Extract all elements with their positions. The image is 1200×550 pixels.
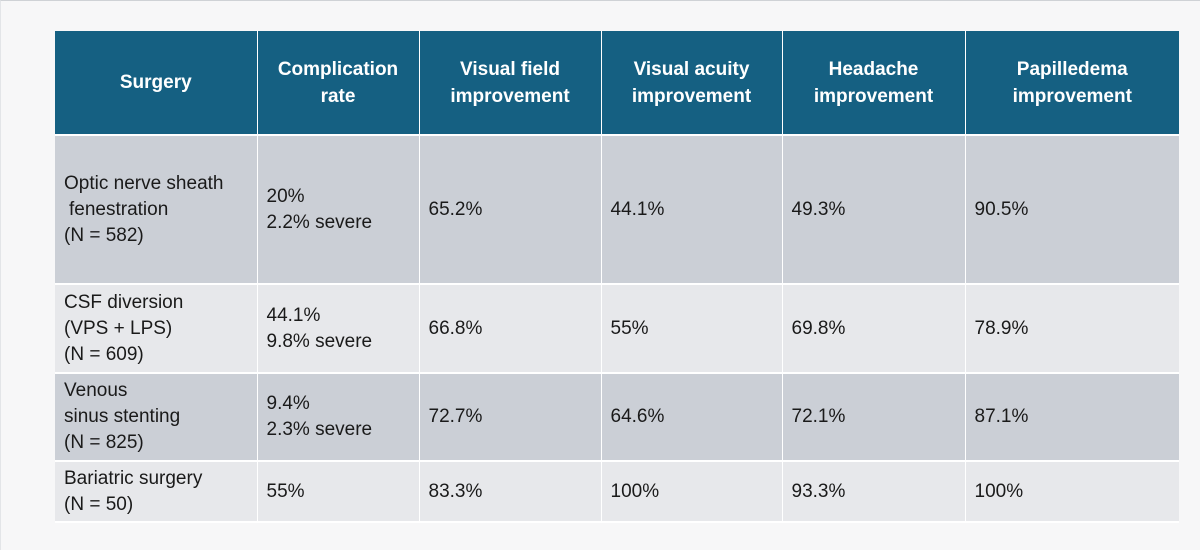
cell-text: sinus stenting (64, 406, 181, 427)
cell-surgery: Optic nerve sheath fenestration (N = 582… (55, 135, 258, 285)
cell-visual-acuity: 44.1% (601, 135, 783, 285)
table-row: CSF diversion (VPS + LPS) (N = 609) 44.1… (55, 284, 1179, 374)
cell-visual-field: 65.2% (419, 135, 602, 285)
header-text: rate (320, 85, 356, 107)
cell-headache: 72.1% (782, 373, 966, 462)
header-text: improvement (813, 85, 934, 107)
header-text: Papilledema (1016, 58, 1128, 80)
cell-text: 2.3% severe (266, 419, 373, 440)
cell-surgery: Venous sinus stenting (N = 825) (55, 373, 258, 462)
cell-text: 55% (266, 480, 305, 502)
header-visual-acuity: Visual acuity improvement (601, 31, 783, 136)
header-text: improvement (631, 85, 752, 107)
header-text: Headache (828, 58, 919, 80)
cell-text: Bariatric surgery (64, 467, 203, 489)
cell-text: 44.1% (266, 304, 321, 326)
cell-text: 9.4% (266, 393, 310, 414)
cell-visual-acuity: 100% (601, 461, 783, 523)
cell-visual-acuity: 55% (601, 284, 783, 374)
header-papilledema: Papilledema improvement (965, 31, 1179, 136)
header-surgery: Surgery (55, 31, 258, 136)
cell-visual-field: 72.7% (419, 373, 602, 462)
header-text: Visual acuity (633, 58, 750, 80)
header-text: Complication (277, 58, 399, 80)
cell-complication-rate: 55% (257, 461, 420, 523)
surgery-outcomes-table: Surgery Complication rate Visual field i… (55, 31, 1179, 523)
cell-surgery: CSF diversion (VPS + LPS) (N = 609) (55, 284, 258, 374)
cell-text: 9.8% severe (266, 330, 373, 352)
table-row: Optic nerve sheath fenestration (N = 582… (55, 135, 1179, 285)
cell-text: (N = 50) (64, 493, 134, 515)
header-text: improvement (1012, 85, 1132, 107)
cell-text: (VPS + LPS) (64, 317, 173, 339)
header-complication-rate: Complication rate (257, 31, 420, 136)
cell-text: fenestration (69, 198, 169, 220)
cell-complication-rate: 44.1% 9.8% severe (257, 284, 420, 374)
cell-text: (N = 825) (64, 432, 144, 453)
cell-papilledema: 87.1% (965, 373, 1179, 462)
header-text: Surgery (119, 72, 192, 93)
cell-visual-acuity: 64.6% (601, 373, 783, 462)
cell-surgery: Bariatric surgery (N = 50) (55, 461, 258, 523)
cell-papilledema: 100% (965, 461, 1179, 523)
cell-text: 2.2% severe (266, 211, 373, 233)
table-row: Bariatric surgery (N = 50) 55% 83.3% 100… (55, 461, 1179, 523)
cell-text: CSF diversion (64, 291, 184, 313)
cell-visual-field: 83.3% (419, 461, 602, 523)
table-header-row: Surgery Complication rate Visual field i… (55, 31, 1179, 136)
header-text: Visual field (460, 58, 560, 80)
cell-complication-rate: 20% 2.2% severe (257, 135, 420, 285)
cell-headache: 49.3% (782, 135, 966, 285)
header-headache: Headache improvement (782, 31, 966, 136)
header-text: improvement (450, 85, 570, 107)
cell-text: (N = 609) (64, 343, 144, 365)
header-visual-field: Visual field improvement (419, 31, 602, 136)
cell-text: (N = 582) (64, 224, 144, 246)
cell-visual-field: 66.8% (419, 284, 602, 374)
cell-text: Optic nerve sheath (64, 172, 224, 194)
cell-papilledema: 78.9% (965, 284, 1179, 374)
cell-complication-rate: 9.4% 2.3% severe (257, 373, 420, 462)
cell-papilledema: 90.5% (965, 135, 1179, 285)
cell-headache: 69.8% (782, 284, 966, 374)
cell-headache: 93.3% (782, 461, 966, 523)
cell-text: 20% (266, 185, 305, 207)
cell-text: Venous (64, 380, 128, 401)
table-row: Venous sinus stenting (N = 825) 9.4% 2.3… (55, 373, 1179, 462)
